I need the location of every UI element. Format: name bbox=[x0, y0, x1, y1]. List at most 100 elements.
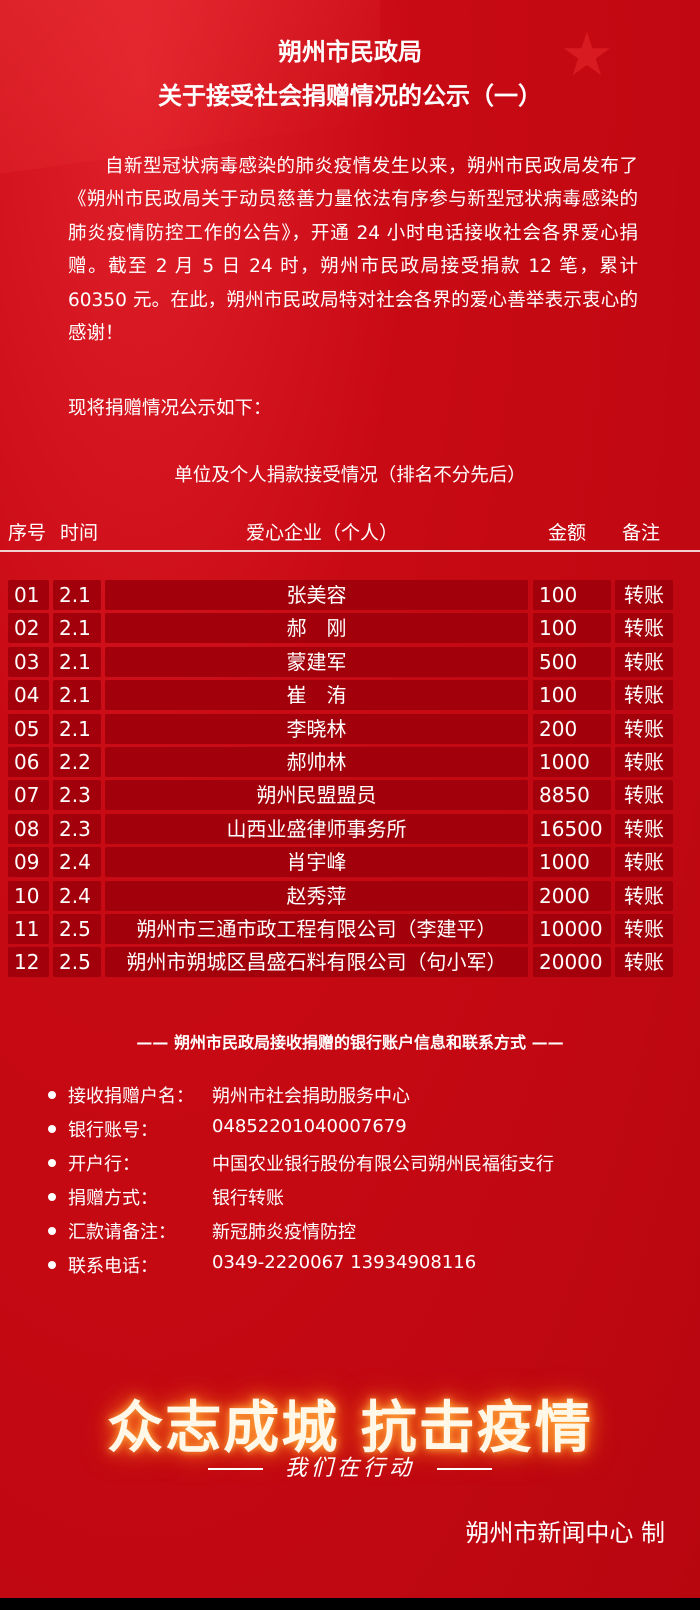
bullet-icon bbox=[48, 1159, 56, 1167]
cell-note: 转账 bbox=[615, 947, 673, 978]
cell-date: 2.1 bbox=[53, 713, 101, 744]
credit: 朔州市新闻中心 制 bbox=[465, 1519, 665, 1547]
cell-amount: 16500 bbox=[533, 813, 611, 844]
cell-date: 2.3 bbox=[53, 780, 101, 811]
page-subtitle: 关于接受社会捐赠情况的公示（一） bbox=[158, 82, 542, 110]
cell-index: 11 bbox=[8, 914, 49, 944]
cell-donor: 蒙建军 bbox=[105, 646, 528, 677]
info-value: 新冠肺炎疫情防控 bbox=[212, 1222, 356, 1243]
cell-donor: 郝帅林 bbox=[105, 747, 528, 777]
table-row: 07 2.3 朔州民盟盟员 8850 转账 bbox=[0, 780, 700, 811]
cell-amount: 20000 bbox=[533, 947, 611, 978]
cell-index: 04 bbox=[8, 680, 49, 711]
cell-note: 转账 bbox=[615, 880, 673, 911]
cell-note: 转账 bbox=[615, 747, 673, 777]
table-row: 05 2.1 李晓林 200 转账 bbox=[0, 713, 700, 744]
cell-date: 2.5 bbox=[53, 947, 101, 978]
cell-note: 转账 bbox=[615, 813, 673, 844]
cell-donor: 赵秀萍 bbox=[105, 880, 528, 911]
cell-amount: 1000 bbox=[533, 747, 611, 777]
cell-donor: 张美容 bbox=[105, 580, 528, 610]
cell-index: 01 bbox=[8, 580, 49, 610]
table-row: 12 2.5 朔州市朔城区昌盛石料有限公司（句小军） 20000 转账 bbox=[0, 947, 700, 978]
star-icon: ★ bbox=[560, 20, 614, 90]
cell-date: 2.2 bbox=[53, 747, 101, 777]
cell-amount: 10000 bbox=[533, 914, 611, 944]
cell-note: 转账 bbox=[615, 713, 673, 744]
cell-donor: 李晓林 bbox=[105, 713, 528, 744]
cell-donor: 肖宇峰 bbox=[105, 847, 528, 878]
cell-amount: 8850 bbox=[533, 780, 611, 811]
bank-section-title: —— 朔州市民政局接收捐赠的银行账户信息和联系方式 —— bbox=[136, 1033, 564, 1052]
cell-note: 转账 bbox=[615, 680, 673, 711]
header-date: 时间 bbox=[60, 522, 99, 544]
dash-left bbox=[207, 1468, 263, 1470]
bullet-icon bbox=[48, 1193, 56, 1201]
table-row: 11 2.5 朔州市三通市政工程有限公司（李建平） 10000 转账 bbox=[0, 914, 700, 944]
cell-note: 转账 bbox=[615, 847, 673, 878]
cell-note: 转账 bbox=[615, 613, 673, 644]
table-row: 06 2.2 郝帅林 1000 转账 bbox=[0, 747, 700, 777]
info-label: 接收捐赠户名： bbox=[68, 1086, 194, 1107]
cell-date: 2.4 bbox=[53, 847, 101, 878]
cell-date: 2.3 bbox=[53, 813, 101, 844]
slogan: 众志成城 抗击疫情 bbox=[107, 1396, 593, 1461]
cell-index: 07 bbox=[8, 780, 49, 811]
cell-note: 转账 bbox=[615, 580, 673, 610]
page-title: 朔州市民政局 bbox=[278, 38, 422, 66]
cell-donor: 朔州民盟盟员 bbox=[105, 780, 528, 811]
header-divider bbox=[0, 550, 700, 552]
table-title: 单位及个人捐款接受情况（排名不分先后） bbox=[174, 465, 526, 486]
cell-amount: 100 bbox=[533, 580, 611, 610]
cell-amount: 100 bbox=[533, 680, 611, 711]
info-value: 04852201040007679 bbox=[212, 1116, 407, 1137]
table-row: 08 2.3 山西业盛律师事务所 16500 转账 bbox=[0, 813, 700, 844]
bullet-icon bbox=[48, 1227, 56, 1235]
cell-date: 2.1 bbox=[53, 613, 101, 644]
cell-note: 转账 bbox=[615, 646, 673, 677]
table-row: 03 2.1 蒙建军 500 转账 bbox=[0, 646, 700, 677]
cell-donor: 郝 刚 bbox=[105, 613, 528, 644]
info-label: 捐赠方式： bbox=[68, 1188, 158, 1209]
header-donor: 爱心企业（个人） bbox=[246, 522, 399, 544]
cell-donor: 朔州市朔城区昌盛石料有限公司（句小军） bbox=[105, 947, 528, 978]
table-row: 10 2.4 赵秀萍 2000 转账 bbox=[0, 880, 700, 911]
cell-donor: 朔州市三通市政工程有限公司（李建平） bbox=[105, 914, 528, 944]
cell-index: 03 bbox=[8, 646, 49, 677]
info-label: 银行账号： bbox=[68, 1120, 158, 1141]
info-label: 开户行： bbox=[68, 1154, 140, 1175]
table-row: 01 2.1 张美容 100 转账 bbox=[0, 580, 700, 610]
cell-index: 09 bbox=[8, 847, 49, 878]
bullet-icon bbox=[48, 1091, 56, 1099]
info-value: 中国农业银行股份有限公司朔州民福街支行 bbox=[212, 1154, 554, 1175]
header-note: 备注 bbox=[622, 522, 661, 544]
bullet-icon bbox=[48, 1125, 56, 1133]
cell-date: 2.1 bbox=[53, 646, 101, 677]
table-row: 09 2.4 肖宇峰 1000 转账 bbox=[0, 847, 700, 878]
cell-date: 2.4 bbox=[53, 880, 101, 911]
cell-amount: 1000 bbox=[533, 847, 611, 878]
cell-note: 转账 bbox=[615, 780, 673, 811]
bullet-icon bbox=[48, 1261, 56, 1269]
cell-date: 2.5 bbox=[53, 914, 101, 944]
cell-date: 2.1 bbox=[53, 680, 101, 711]
cell-index: 05 bbox=[8, 713, 49, 744]
cell-note: 转账 bbox=[615, 914, 673, 944]
info-label: 联系电话： bbox=[68, 1256, 158, 1277]
info-value: 0349-2220067 13934908116 bbox=[212, 1252, 477, 1273]
cell-amount: 100 bbox=[533, 613, 611, 644]
cell-amount: 200 bbox=[533, 713, 611, 744]
info-value: 朔州市社会捐助服务中心 bbox=[212, 1086, 410, 1107]
cell-donor: 崔 洧 bbox=[105, 680, 528, 711]
intro-paragraph: 自新型冠状病毒感染的肺炎疫情发生以来，朔州市民政局发布了《朔州市民政局关于动员慈… bbox=[68, 156, 638, 345]
cell-index: 12 bbox=[8, 947, 49, 978]
cell-donor: 山西业盛律师事务所 bbox=[105, 813, 528, 844]
header-index: 序号 bbox=[8, 522, 47, 544]
action-line: 我们在行动 bbox=[0, 1450, 700, 1482]
announce-text: 现将捐赠情况公示如下： bbox=[68, 398, 272, 419]
info-label: 汇款请备注： bbox=[68, 1222, 176, 1243]
cell-index: 08 bbox=[8, 813, 49, 844]
info-value: 银行转账 bbox=[212, 1188, 284, 1209]
cell-amount: 2000 bbox=[533, 880, 611, 911]
action-text: 我们在行动 bbox=[284, 1456, 415, 1481]
